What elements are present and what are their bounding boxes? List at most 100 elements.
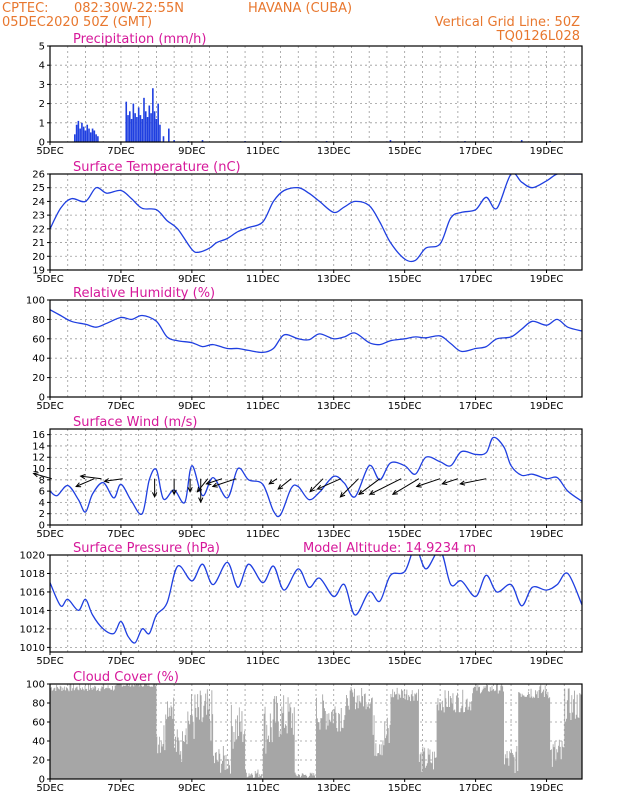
wind-arrow-head bbox=[103, 478, 110, 484]
x-tick-label: 17DEC bbox=[459, 656, 493, 667]
wind-arrow bbox=[358, 478, 381, 495]
precip-bar bbox=[82, 126, 85, 142]
precip-bar bbox=[132, 103, 135, 142]
y-tick-label: 1014 bbox=[20, 606, 45, 617]
y-tick-label: 40 bbox=[32, 354, 45, 365]
panel-title: Precipitation (mm/h) bbox=[73, 32, 206, 47]
x-tick-label: 9DEC bbox=[178, 401, 205, 412]
header-model-code: TQ0126L028 bbox=[496, 29, 580, 44]
y-tick-label: 6 bbox=[39, 487, 45, 498]
wind-arrow bbox=[212, 478, 237, 487]
y-tick-label: 20 bbox=[32, 756, 45, 767]
x-tick-label: 13DEC bbox=[317, 783, 351, 794]
x-tick-label: 17DEC bbox=[459, 274, 493, 285]
wind-arrow bbox=[206, 478, 223, 485]
x-tick-label: 9DEC bbox=[178, 274, 205, 285]
precip-bar bbox=[86, 124, 89, 142]
precip-bar bbox=[75, 124, 78, 142]
wind-arrow-head bbox=[358, 489, 365, 495]
wind-arrow bbox=[442, 478, 459, 485]
panel-1: 0 1 2 3 4 5 5DEC 7DEC 9DEC 11DEC 13DEC 15DEC 17DEC 19… bbox=[36, 32, 583, 157]
precip-bar bbox=[152, 88, 154, 142]
y-tick-label: 80 bbox=[32, 315, 45, 326]
precip-bar bbox=[88, 128, 90, 142]
x-tick-label: 19DEC bbox=[530, 783, 564, 794]
precip-bar bbox=[137, 107, 140, 142]
precip-bar bbox=[74, 134, 76, 142]
panel-2: 19 20 21 22 23 24 25 26 5DEC 7DEC 9DEC 11DEC 13DEC 15… bbox=[32, 160, 583, 285]
precip-bar bbox=[201, 140, 204, 142]
precip-bar bbox=[157, 103, 159, 142]
y-tick-label: 22 bbox=[32, 224, 45, 235]
precip-bar bbox=[141, 118, 144, 142]
y-tick-label: 0 bbox=[39, 138, 45, 149]
y-tick-label: 2 bbox=[39, 509, 45, 520]
wind-arrow bbox=[317, 478, 342, 490]
header-coords: 082:30W-22:55N bbox=[74, 1, 184, 16]
wind-arrow bbox=[369, 478, 402, 495]
precip-bar bbox=[173, 140, 175, 142]
x-tick-label: 19DEC bbox=[530, 656, 564, 667]
panel-6: 0 20 40 60 80 100 5DEC 7DEC 9DEC 11DEC 13DEC 15DEC 1… bbox=[26, 670, 583, 794]
precip-bar bbox=[150, 113, 152, 142]
x-tick-label: 11DEC bbox=[246, 529, 280, 540]
header-source: CPTEC: bbox=[2, 1, 49, 16]
x-tick-label: 13DEC bbox=[317, 401, 351, 412]
wind-arrow-head bbox=[75, 482, 82, 488]
precip-bar bbox=[77, 120, 80, 142]
x-tick-label: 17DEC bbox=[459, 401, 493, 412]
precip-bar bbox=[84, 130, 87, 142]
precip-bar bbox=[143, 97, 145, 142]
x-tick-label: 15DEC bbox=[388, 274, 422, 285]
wind-arrow-head bbox=[198, 497, 204, 504]
wind-arrow-head bbox=[415, 482, 422, 488]
y-tick-label: 60 bbox=[32, 334, 45, 345]
wind-arrow-head bbox=[391, 489, 398, 495]
precip-bar bbox=[79, 128, 81, 142]
series-line bbox=[50, 555, 582, 644]
precip-bar bbox=[81, 122, 83, 142]
y-tick-label: 40 bbox=[32, 737, 45, 748]
series-line bbox=[50, 436, 582, 518]
wind-arrow-head bbox=[268, 479, 275, 485]
y-tick-label: 60 bbox=[32, 718, 45, 729]
header-init-time: 05DEC2020 50Z (GMT) bbox=[2, 15, 152, 30]
x-tick-label: 15DEC bbox=[388, 146, 422, 157]
x-tick-label: 7DEC bbox=[107, 401, 134, 412]
y-tick-label: 1016 bbox=[20, 587, 45, 598]
wind-arrow-head bbox=[441, 480, 448, 486]
y-tick-label: 2 bbox=[39, 99, 45, 110]
x-tick-label: 13DEC bbox=[317, 274, 351, 285]
wind-arrow-head bbox=[277, 484, 284, 490]
wind-arrow-head bbox=[79, 474, 86, 480]
y-tick-label: 3 bbox=[39, 80, 45, 91]
wind-arrow bbox=[392, 478, 420, 495]
header-location: HAVANA (CUBA) bbox=[248, 1, 352, 16]
x-tick-label: 5DEC bbox=[36, 401, 63, 412]
x-tick-label: 19DEC bbox=[530, 529, 564, 540]
y-tick-label: 26 bbox=[32, 170, 45, 181]
precip-bar bbox=[155, 118, 158, 142]
panel-frame bbox=[49, 554, 583, 653]
precip-bar bbox=[130, 118, 133, 142]
x-tick-label: 7DEC bbox=[107, 146, 134, 157]
precip-bar bbox=[520, 140, 523, 142]
x-tick-label: 11DEC bbox=[246, 656, 280, 667]
y-tick-label: 0 bbox=[39, 521, 45, 532]
x-tick-label: 11DEC bbox=[246, 783, 280, 794]
wind-arrow bbox=[104, 478, 123, 482]
x-tick-label: 17DEC bbox=[459, 146, 493, 157]
wind-arrow-head bbox=[171, 489, 177, 496]
x-tick-label: 13DEC bbox=[317, 146, 351, 157]
y-tick-label: 4 bbox=[39, 61, 45, 72]
y-tick-label: 16 bbox=[32, 430, 45, 441]
x-tick-label: 7DEC bbox=[107, 783, 134, 794]
x-tick-label: 7DEC bbox=[107, 656, 134, 667]
y-tick-label: 0 bbox=[39, 775, 45, 786]
precip-bar bbox=[136, 117, 138, 142]
series-line bbox=[50, 309, 582, 354]
panel-frame bbox=[49, 45, 583, 143]
precip-bar bbox=[139, 115, 142, 142]
precip-bar bbox=[159, 124, 161, 142]
